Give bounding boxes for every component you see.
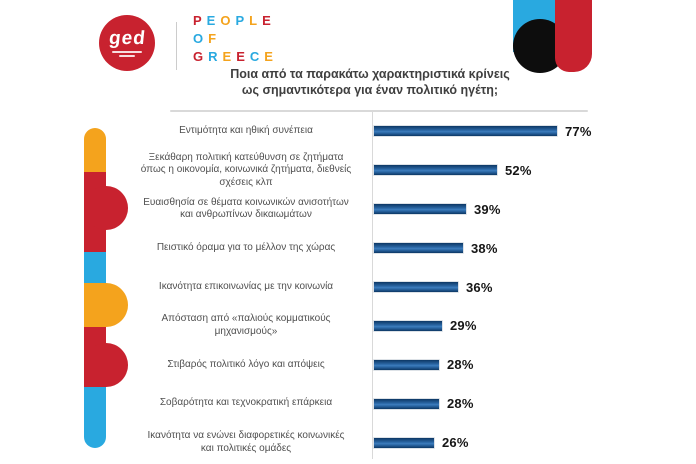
chart-top-rule [170, 110, 588, 112]
bar-area: 38% [373, 241, 498, 256]
category-label: Στιβαρός πολιτικό λόγο και απόψεις [167, 358, 325, 370]
wordmark-letter: R [208, 49, 223, 64]
wordmark-letter: E [206, 13, 221, 28]
wordmark-letter: C [249, 49, 265, 64]
chart-row: Ευαισθησία σε θέματα κοινωνικών ανισοτήτ… [140, 190, 692, 229]
value-label: 38% [471, 240, 498, 256]
bar-area: 28% [373, 396, 474, 411]
bar [373, 319, 443, 332]
wordmark-line: GREECE [193, 48, 278, 66]
bar [373, 164, 498, 177]
category-label: Ευαισθησία σε θέματα κοινωνικών ανισοτήτ… [143, 196, 349, 221]
bar [373, 397, 440, 410]
decor-strip-segment [84, 128, 106, 172]
decor-strip-bulge [84, 343, 128, 387]
wordmark-letter: P [235, 13, 250, 28]
value-label: 77% [565, 123, 592, 139]
logo-microtext-line [119, 54, 135, 57]
bar [373, 125, 558, 138]
decor-strip-segment [84, 387, 106, 448]
ged-logo-mark: ged [107, 27, 147, 49]
chart-axis-line [372, 111, 373, 459]
chart-row: Στιβαρός πολιτικό λόγο και απόψεις 28% [140, 345, 692, 384]
logo-microtext-line [112, 50, 142, 53]
bar [373, 242, 464, 255]
wordmark-line: PEOPLE [193, 12, 278, 30]
bar-area: 77% [373, 124, 592, 139]
category-label: Ικανότητα να ενώνει διαφορετικές κοινωνι… [147, 430, 345, 454]
category-label: Ξεκάθαρη πολιτική κατεύθυνση σε ζητήματα… [140, 151, 352, 188]
chart-row: Απόσταση από «παλιούς κομματικούς μηχανι… [140, 306, 692, 345]
chart-row: Ικανότητα να ενώνει διαφορετικές κοινωνι… [140, 423, 692, 462]
decor-red-rect [555, 0, 592, 72]
wordmark-letter: E [236, 49, 250, 64]
brand-wordmark: PEOPLE OF GREECE [193, 12, 278, 66]
bar [373, 358, 440, 371]
decor-strip-bulge [84, 283, 128, 327]
chart-title-line2: ως σημαντικότερα για έναν πολιτικό ηγέτη… [241, 83, 499, 97]
chart-row: Πειστικό όραμα για το μέλλον της χώρας 3… [140, 229, 692, 268]
chart-title-line1: Ποια από τα παρακάτω χαρακτηριστικά κρίν… [230, 67, 510, 81]
category-label: Ικανότητα επικοινωνίας με την κοινωνία [158, 280, 334, 292]
bar [373, 436, 435, 449]
wordmark-letter: L [249, 13, 263, 28]
chart-title: Ποια από τα παρακάτω χαρακτηριστικά κρίν… [205, 66, 535, 98]
value-label: 28% [447, 396, 474, 412]
bar-area: 29% [373, 318, 477, 333]
chart-row: Εντιμότητα και ηθική συνέπεια 77% [140, 112, 692, 151]
wordmark-letter: F [208, 31, 222, 46]
bar-area: 26% [373, 435, 469, 450]
wordmark-letter: E [262, 13, 276, 28]
bar-area: 28% [373, 357, 474, 372]
wordmark-letter: E [264, 49, 278, 64]
value-label: 39% [474, 201, 501, 217]
wordmark-letter: E [222, 49, 237, 64]
chart-row: Ξεκάθαρη πολιτική κατεύθυνση σε ζητήματα… [140, 151, 692, 190]
bar [373, 281, 459, 293]
brand-divider [176, 22, 177, 70]
wordmark-letter: G [193, 49, 209, 64]
value-label: 36% [466, 279, 493, 295]
value-label: 52% [505, 162, 532, 178]
category-label: Εντιμότητα και ηθική συνέπεια [179, 125, 313, 137]
chart-rows: Εντιμότητα και ηθική συνέπεια 77% Ξεκάθα… [140, 112, 692, 462]
bar-area: 52% [373, 163, 532, 178]
category-label: Πειστικό όραμα για το μέλλον της χώρας [156, 241, 336, 253]
chart-row: Σοβαρότητα και τεχνοκρατική επάρκεια 28% [140, 384, 692, 423]
decor-strip-bulge [84, 186, 128, 230]
bar [373, 203, 467, 216]
bar-area: 36% [373, 280, 493, 295]
value-label: 28% [447, 357, 474, 373]
decor-strip-segment [84, 252, 106, 283]
value-label: 26% [442, 435, 469, 451]
ged-logo-icon: ged [99, 15, 155, 71]
wordmark-letter: P [193, 13, 207, 28]
wordmark-letter: O [193, 31, 209, 46]
value-label: 29% [450, 318, 477, 334]
chart-row: Ικανότητα επικοινωνίας με την κοινωνία 3… [140, 268, 692, 307]
category-label: Απόσταση από «παλιούς κομματικούς μηχανι… [161, 313, 331, 337]
category-label: Σοβαρότητα και τεχνοκρατική επάρκεια [159, 397, 333, 409]
wordmark-line: OF [193, 30, 278, 48]
bar-area: 39% [373, 202, 501, 217]
wordmark-letter: O [220, 13, 236, 28]
